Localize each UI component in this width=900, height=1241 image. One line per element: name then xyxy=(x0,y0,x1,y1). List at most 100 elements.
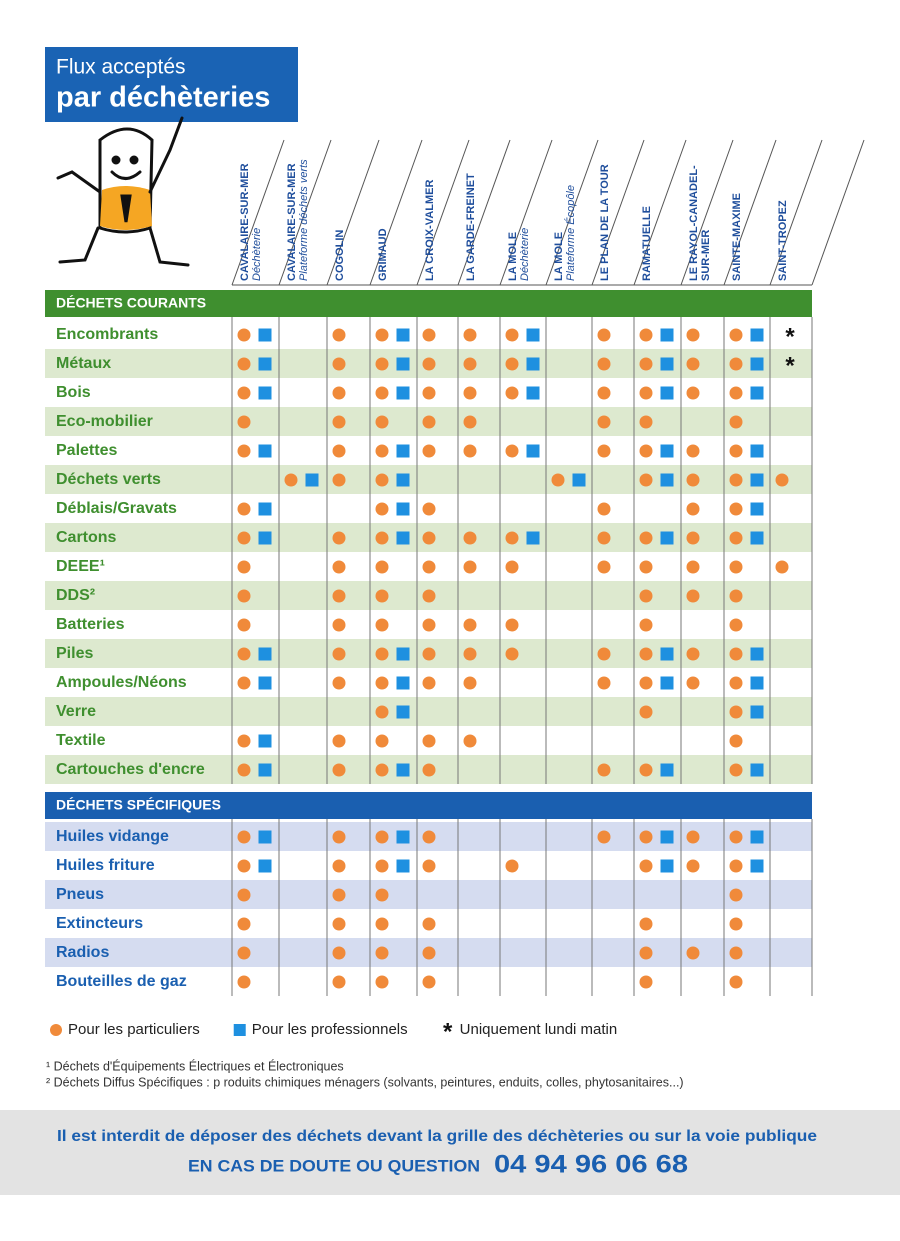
dot-particuliers xyxy=(237,647,251,661)
dot-particuliers xyxy=(422,618,436,632)
dot-particuliers xyxy=(686,531,700,545)
dot-particuliers xyxy=(597,647,611,661)
square-professionnels xyxy=(396,328,410,342)
dot-particuliers xyxy=(505,328,519,342)
square-professionnels xyxy=(258,328,272,342)
cell-note: * xyxy=(785,323,795,350)
dot-particuliers xyxy=(505,618,519,632)
dot-particuliers xyxy=(375,888,389,902)
dot-particuliers xyxy=(332,859,346,873)
dot-particuliers xyxy=(237,618,251,632)
dot-particuliers xyxy=(729,888,743,902)
dot-particuliers xyxy=(729,763,743,777)
column-name: CAVALAIRE-SUR-MER xyxy=(239,163,251,281)
dot-particuliers xyxy=(375,647,389,661)
dot-particuliers xyxy=(237,328,251,342)
dot-particuliers xyxy=(332,975,346,989)
dot-particuliers xyxy=(422,859,436,873)
square-professionnels xyxy=(750,705,764,719)
footer-notice: Il est interdit de déposer des déchets d… xyxy=(57,1128,817,1145)
square-professionnels xyxy=(660,328,674,342)
dot-particuliers xyxy=(422,946,436,960)
dot-particuliers xyxy=(686,946,700,960)
square-professionnels xyxy=(396,444,410,458)
header-divider xyxy=(326,139,380,286)
square-professionnels xyxy=(660,859,674,873)
dot-particuliers xyxy=(729,531,743,545)
dot-particuliers xyxy=(639,444,653,458)
dot-particuliers xyxy=(237,917,251,931)
dot-particuliers xyxy=(422,415,436,429)
row-label: Pneus xyxy=(56,886,104,903)
square-professionnels xyxy=(750,676,764,690)
square-professionnels xyxy=(396,473,410,487)
dot-particuliers xyxy=(375,618,389,632)
dot-particuliers xyxy=(505,859,519,873)
row-label: Textile xyxy=(56,732,106,749)
dot-particuliers xyxy=(332,386,346,400)
dot-particuliers xyxy=(597,328,611,342)
row-label: DDS² xyxy=(56,587,95,604)
dot-particuliers xyxy=(375,705,389,719)
footnote: ² Déchets Diffus Spécifiques : p roduits… xyxy=(46,1075,684,1089)
square-professionnels xyxy=(526,386,540,400)
row-shade xyxy=(45,465,812,494)
dot-particuliers xyxy=(237,502,251,516)
square-professionnels xyxy=(526,444,540,458)
legend-square xyxy=(233,1024,246,1036)
header-divider xyxy=(278,139,332,286)
dot-particuliers xyxy=(639,975,653,989)
dot-particuliers xyxy=(597,676,611,690)
column-name: LE PLAN DE LA TOUR xyxy=(599,164,611,281)
footer-phone: 04 94 96 06 68 xyxy=(494,1151,688,1179)
square-professionnels xyxy=(750,647,764,661)
dot-particuliers xyxy=(729,589,743,603)
legend-label: Uniquement lundi matin xyxy=(460,1021,618,1038)
square-professionnels xyxy=(660,357,674,371)
dot-particuliers xyxy=(729,357,743,371)
section-bar xyxy=(45,290,812,317)
dot-particuliers xyxy=(505,560,519,574)
dot-particuliers xyxy=(639,560,653,574)
dot-particuliers xyxy=(686,357,700,371)
row-label: Radios xyxy=(56,944,109,961)
dot-particuliers xyxy=(422,917,436,931)
square-professionnels xyxy=(396,705,410,719)
dot-particuliers xyxy=(639,830,653,844)
square-professionnels xyxy=(396,386,410,400)
row-label: DEEE¹ xyxy=(56,558,105,575)
dot-particuliers xyxy=(237,975,251,989)
dot-particuliers xyxy=(332,618,346,632)
square-professionnels xyxy=(660,444,674,458)
title-line1: Flux acceptés xyxy=(56,56,186,79)
dot-particuliers xyxy=(375,859,389,873)
square-professionnels xyxy=(526,328,540,342)
dot-particuliers xyxy=(422,328,436,342)
dot-particuliers xyxy=(729,444,743,458)
dot-particuliers xyxy=(332,734,346,748)
mascot xyxy=(56,116,190,267)
dot-particuliers xyxy=(597,763,611,777)
column-name: CAVALAIRE-SUR-MER xyxy=(286,163,298,281)
dot-particuliers xyxy=(597,444,611,458)
square-professionnels xyxy=(526,531,540,545)
dot-particuliers xyxy=(686,386,700,400)
dot-particuliers xyxy=(686,560,700,574)
dot-particuliers xyxy=(597,502,611,516)
dot-particuliers xyxy=(332,531,346,545)
legend-symbol: * xyxy=(443,1018,453,1045)
header-divider xyxy=(633,139,687,286)
dot-particuliers xyxy=(422,647,436,661)
dot-particuliers xyxy=(422,386,436,400)
dot-particuliers xyxy=(639,705,653,719)
dot-particuliers xyxy=(729,328,743,342)
dot-particuliers xyxy=(463,444,477,458)
dot-particuliers xyxy=(597,830,611,844)
dot-particuliers xyxy=(639,386,653,400)
dot-particuliers xyxy=(686,502,700,516)
dot-particuliers xyxy=(375,917,389,931)
dot-particuliers xyxy=(639,946,653,960)
dot-particuliers xyxy=(237,560,251,574)
dot-particuliers xyxy=(729,946,743,960)
row-label: Déchets verts xyxy=(56,471,161,488)
